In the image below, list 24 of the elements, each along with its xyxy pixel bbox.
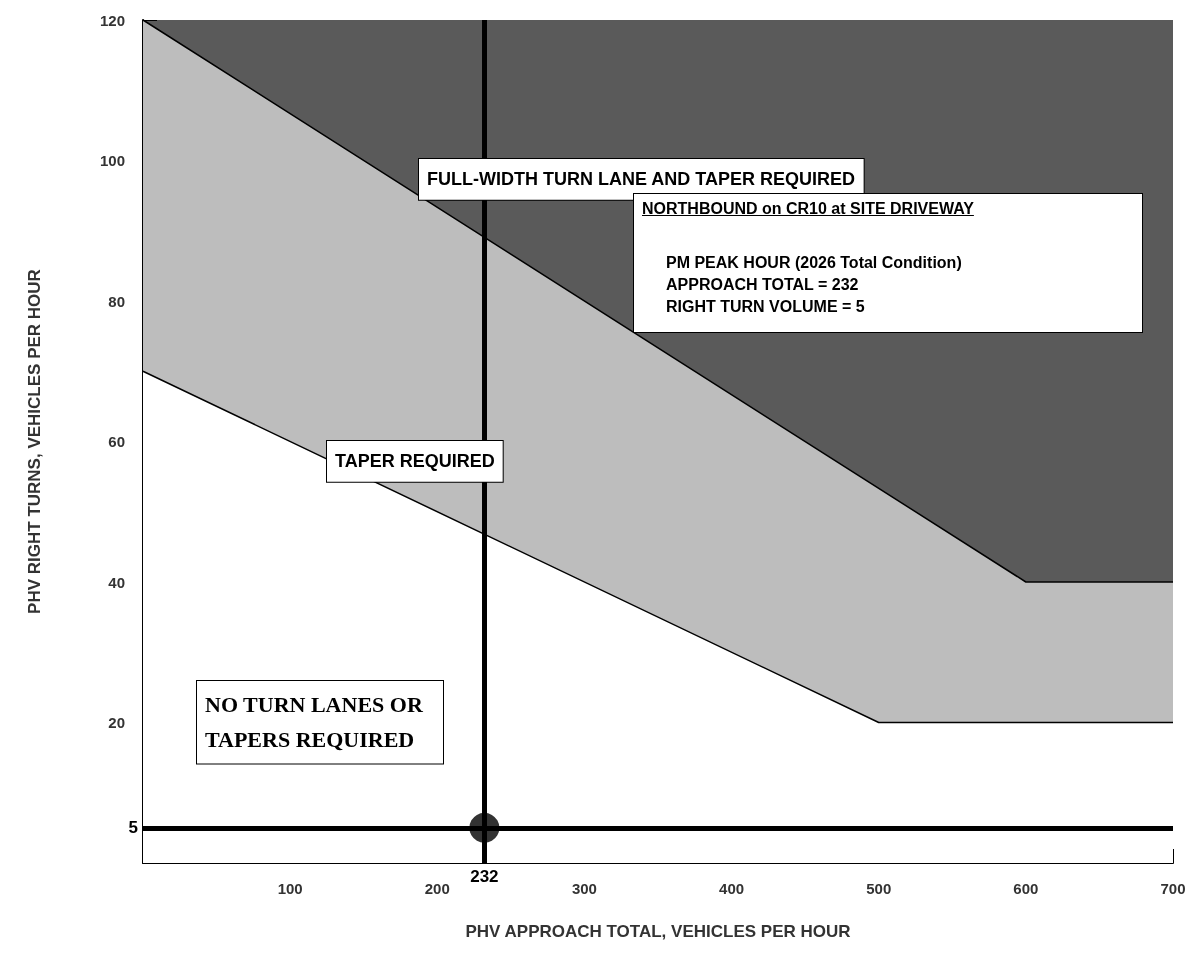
x-tick-label: 200 (424, 880, 450, 897)
annotation: FULL-WIDTH TURN LANE AND TAPER REQUIRED (427, 169, 855, 190)
x-tick-label: 500 (866, 880, 892, 897)
annotation: NO TURN LANES OR TAPERS REQUIRED (205, 692, 429, 753)
annotation: APPROACH TOTAL = 232 (666, 275, 860, 295)
ref-line-label: 232 (470, 867, 499, 886)
x-tick-label: 100 (277, 880, 303, 897)
ref-line-label: 5 (128, 818, 138, 838)
x-tick-label: 300 (571, 880, 597, 897)
y-tick-label: 20 (108, 714, 125, 731)
y-tick-label: 60 (108, 433, 125, 450)
annotation: TAPER REQUIRED (335, 451, 495, 472)
x-tick-label: 400 (719, 880, 745, 897)
y-axis-title: PHV RIGHT TURNS, VEHICLES PER HOUR (25, 269, 44, 614)
y-tick-label: 40 (108, 573, 125, 591)
annotation: RIGHT TURN VOLUME = 5 (666, 297, 866, 317)
info-panel: NORTHBOUND on CR10 at SITE DRIVEWAY PM PEAK HOUR (2026 Total Condition) APPROACH TOTAL = 232 RIGHT TURN VOLUME = 5 (633, 193, 1143, 333)
y-tick-label: 80 (108, 292, 125, 310)
x-tick-label: 700 (1160, 880, 1186, 897)
x-tick-label: 600 (1013, 880, 1039, 897)
y-tick-label: 100 (99, 152, 125, 169)
annotation: PM PEAK HOUR (2026 Total Condition) (666, 253, 963, 273)
y-tick-label: 120 (99, 11, 125, 29)
x-axis-title: PHV APPROACH TOTAL, VEHICLES PER HOUR (465, 922, 851, 941)
